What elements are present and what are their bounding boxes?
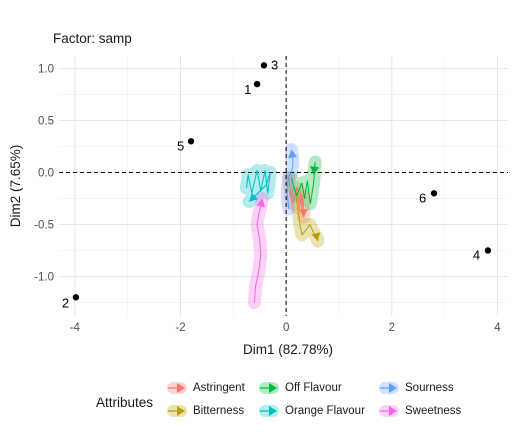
y-tick-labels: -1.0 -0.5 0.0 0.5 1.0 (34, 63, 54, 283)
legend-label-bitterness: Bitterness (193, 405, 245, 417)
arrow-off-flavour (310, 166, 320, 175)
legend-label-off-flavour: Off Flavour (285, 382, 342, 394)
legend-item-off-flavour: Off Flavour (258, 378, 342, 398)
arrow-sourness (288, 149, 297, 159)
x-axis-label: Dim1 (82.78%) (243, 342, 333, 357)
legend-key-arrow (269, 383, 277, 393)
x-tick-labels: -4 -2 0 2 4 (70, 322, 502, 334)
legend-label-sourness: Sourness (405, 382, 454, 394)
legend-title: Attributes (96, 395, 154, 410)
legend-key-off-flavour (259, 382, 279, 394)
arrow-sweetness (256, 198, 266, 208)
line-orange-flavour (246, 169, 271, 202)
legend-key-arrow (269, 406, 277, 416)
legend: Attributes Astringent Bitterness Off Fla… (96, 378, 506, 428)
sample-point-5 (187, 138, 195, 145)
legend-key-arrow (177, 406, 185, 416)
y-axis-label: Dim2 (7.65%) (8, 145, 23, 228)
legend-label-sweetness: Sweetness (405, 405, 462, 417)
grid-lines (59, 56, 508, 316)
legend-item-sourness: Sourness (378, 378, 454, 398)
sample-point-2 (72, 294, 80, 301)
x-tick-label: 2 (389, 322, 395, 334)
legend-label-orange-flavour: Orange Flavour (285, 405, 365, 417)
line-astringent (288, 177, 305, 218)
legend-key-sourness (379, 382, 399, 394)
legend-key-sweetness (379, 405, 399, 417)
x-tick-label: -4 (70, 322, 81, 334)
legend-key-arrow (389, 383, 397, 393)
plot-panel (59, 56, 508, 316)
x-tick-label: 4 (494, 322, 501, 334)
legend-key-arrow (177, 383, 185, 393)
y-tick-label: 0.0 (38, 167, 54, 179)
sample-points: 1 2 3 4 5 6 (62, 57, 492, 310)
legend-key-orange-flavour (259, 405, 279, 417)
y-tick-label: -0.5 (34, 219, 54, 231)
x-tick-label: 0 (283, 322, 289, 334)
legend-item-bitterness: Bitterness (166, 401, 244, 421)
legend-label-astringent: Astringent (193, 382, 245, 394)
attribute-series (246, 149, 321, 303)
legend-key-arrow (389, 406, 397, 416)
sample-label-2: 2 (62, 295, 69, 310)
x-tick-label: -2 (175, 322, 185, 334)
sample-point-3 (260, 62, 268, 69)
chart-title: Factor: samp (53, 31, 132, 46)
sample-label-6: 6 (419, 190, 426, 205)
arrow-bitterness (311, 232, 321, 242)
sample-point-6 (430, 190, 438, 197)
sample-label-4: 4 (473, 247, 480, 262)
arrow-astringent (298, 209, 308, 218)
legend-key-bitterness (167, 405, 187, 417)
y-tick-label: 1.0 (38, 63, 54, 75)
sample-label-5: 5 (177, 138, 184, 153)
arrow-orange-flavour (249, 192, 258, 202)
legend-item-astringent: Astringent (166, 378, 245, 398)
sample-point-4 (484, 247, 492, 254)
sample-point-1 (253, 80, 261, 88)
legend-item-orange-flavour: Orange Flavour (258, 401, 365, 421)
y-tick-label: 0.5 (38, 115, 54, 127)
y-tick-label: -1.0 (34, 271, 54, 283)
sample-label-3: 3 (271, 57, 278, 72)
line-sweetness (253, 198, 263, 303)
reference-lines (59, 56, 508, 316)
sample-label-1: 1 (244, 82, 251, 97)
legend-item-sweetness: Sweetness (378, 401, 461, 421)
legend-key-astringent (167, 382, 187, 394)
